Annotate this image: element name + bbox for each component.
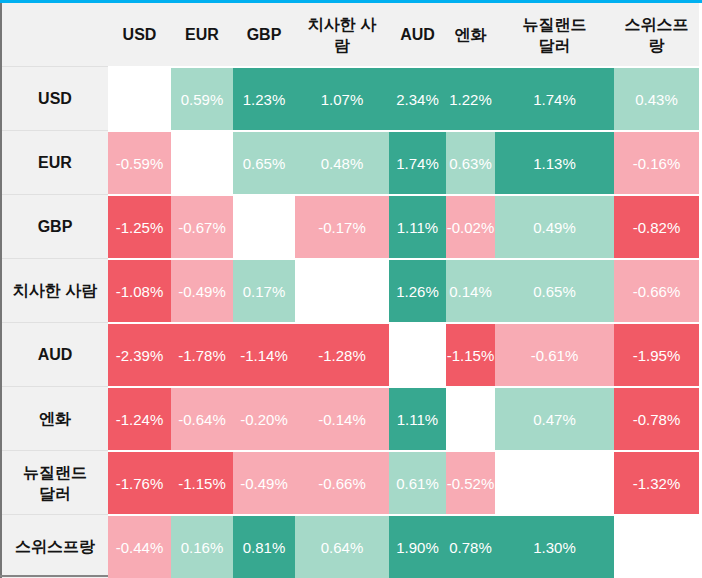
heatmap-cell[interactable]: -0.49% [233, 450, 295, 514]
heatmap-cell[interactable]: -0.14% [295, 386, 389, 450]
heatmap-cell[interactable]: 1.11% [389, 194, 446, 258]
heatmap-cell[interactable]: -0.17% [295, 194, 389, 258]
heatmap-cell[interactable]: 1.30% [495, 514, 614, 578]
heatmap-cell[interactable]: -1.32% [614, 450, 699, 514]
heatmap-cell[interactable]: -1.24% [108, 386, 171, 450]
heatmap-cell[interactable]: -1.28% [295, 322, 389, 386]
row-header[interactable]: AUD [2, 322, 108, 386]
heatmap-cell[interactable] [614, 514, 699, 578]
heatmap-cell[interactable]: 0.49% [495, 194, 614, 258]
column-header-label: 뉴질랜드 달러 [513, 14, 597, 56]
heatmap-cell[interactable]: -2.39% [108, 322, 171, 386]
heatmap-cell[interactable]: 1.23% [233, 66, 295, 130]
column-header[interactable]: GBP [233, 3, 295, 66]
heatmap-cell[interactable]: 1.11% [389, 386, 446, 450]
heatmap-cell[interactable]: -1.78% [171, 322, 233, 386]
currency-strength-heatmap: USDEURGBP치사한 사람AUD엔화뉴질랜드 달러스위스프랑USD0.59%… [0, 0, 702, 578]
heatmap-cell[interactable]: 0.65% [233, 130, 295, 194]
row-header[interactable]: 스위스프랑 [2, 514, 108, 578]
label-column-bottom-border [0, 575, 108, 577]
heatmap-cell[interactable]: -0.02% [446, 194, 495, 258]
heatmap-cell[interactable]: -0.66% [614, 258, 699, 322]
row-header[interactable]: GBP [2, 194, 108, 258]
column-header[interactable]: 엔화 [446, 3, 495, 66]
heatmap-cell[interactable]: 0.17% [233, 258, 295, 322]
heatmap-cell[interactable]: 0.48% [295, 130, 389, 194]
heatmap-cell[interactable] [295, 258, 389, 322]
heatmap-cell[interactable]: -1.95% [614, 322, 699, 386]
heatmap-cell[interactable]: 1.26% [389, 258, 446, 322]
row-header-label: 뉴질랜드 달러 [13, 462, 97, 504]
column-header[interactable]: 스위스프랑 [614, 3, 699, 66]
heatmap-cell[interactable]: 1.07% [295, 66, 389, 130]
heatmap-cell[interactable]: -0.67% [171, 194, 233, 258]
heatmap-cell[interactable]: 0.63% [446, 130, 495, 194]
row-header[interactable]: 치사한 사람 [2, 258, 108, 322]
heatmap-cell[interactable]: 0.43% [614, 66, 699, 130]
heatmap-cell[interactable]: -0.20% [233, 386, 295, 450]
heatmap-cell[interactable]: -1.25% [108, 194, 171, 258]
column-header[interactable]: AUD [389, 3, 446, 66]
heatmap-cell[interactable] [233, 194, 295, 258]
column-header[interactable]: 치사한 사람 [295, 3, 389, 66]
column-header-label: 스위스프랑 [622, 14, 692, 56]
heatmap-cell[interactable] [108, 66, 171, 130]
heatmap-cell[interactable]: 0.81% [233, 514, 295, 578]
heatmap-cell[interactable]: 0.16% [171, 514, 233, 578]
heatmap-cell[interactable]: -0.78% [614, 386, 699, 450]
heatmap-cell[interactable]: -0.44% [108, 514, 171, 578]
heatmap-cell[interactable]: -0.66% [295, 450, 389, 514]
heatmap-cell[interactable] [446, 386, 495, 450]
heatmap-cell[interactable]: -0.82% [614, 194, 699, 258]
heatmap-cell[interactable]: 1.74% [389, 130, 446, 194]
heatmap-cell[interactable]: -0.61% [495, 322, 614, 386]
heatmap-cell[interactable]: -1.08% [108, 258, 171, 322]
heatmap-cell[interactable]: -0.52% [446, 450, 495, 514]
heatmap-cell[interactable]: 0.61% [389, 450, 446, 514]
heatmap-cell[interactable]: -1.15% [446, 322, 495, 386]
heatmap-cell[interactable]: -1.76% [108, 450, 171, 514]
row-header[interactable]: USD [2, 66, 108, 130]
heatmap-cell[interactable]: 2.34% [389, 66, 446, 130]
column-header-label: 치사한 사람 [307, 14, 377, 56]
heatmap-cell[interactable]: 0.65% [495, 258, 614, 322]
heatmap-cell[interactable]: 0.59% [171, 66, 233, 130]
heatmap-cell[interactable]: -1.15% [171, 450, 233, 514]
heatmap-cell[interactable]: -1.14% [233, 322, 295, 386]
header-corner-cell [2, 3, 108, 66]
heatmap-cell[interactable]: -0.59% [108, 130, 171, 194]
heatmap-cell[interactable]: 1.22% [446, 66, 495, 130]
heatmap-cell[interactable] [171, 130, 233, 194]
row-header[interactable]: EUR [2, 130, 108, 194]
column-header[interactable]: EUR [171, 3, 233, 66]
heatmap-cell[interactable]: 1.13% [495, 130, 614, 194]
heatmap-cell[interactable]: -0.64% [171, 386, 233, 450]
heatmap-cell[interactable]: -0.16% [614, 130, 699, 194]
row-header[interactable]: 뉴질랜드 달러 [2, 450, 108, 514]
heatmap-cell[interactable]: -0.49% [171, 258, 233, 322]
heatmap-cell[interactable]: 0.78% [446, 514, 495, 578]
heatmap-cell[interactable]: 0.64% [295, 514, 389, 578]
heatmap-cell[interactable]: 0.14% [446, 258, 495, 322]
heatmap-cell[interactable]: 1.90% [389, 514, 446, 578]
column-header[interactable]: USD [108, 3, 171, 66]
heatmap-cell[interactable] [495, 450, 614, 514]
heatmap-cell[interactable] [389, 322, 446, 386]
column-header[interactable]: 뉴질랜드 달러 [495, 3, 614, 66]
row-header[interactable]: 엔화 [2, 386, 108, 450]
heatmap-cell[interactable]: 0.47% [495, 386, 614, 450]
heatmap-cell[interactable]: 1.74% [495, 66, 614, 130]
